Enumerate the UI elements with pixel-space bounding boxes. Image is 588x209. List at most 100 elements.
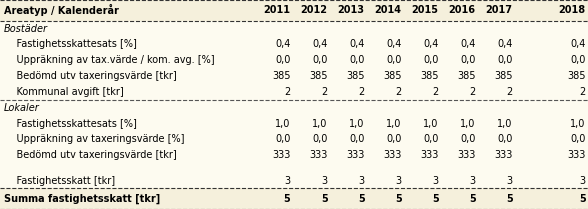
Text: 0,0: 0,0: [497, 55, 513, 65]
Text: 2: 2: [506, 87, 513, 97]
Text: 385: 385: [272, 71, 290, 81]
Text: 5: 5: [395, 194, 402, 204]
Text: Uppräkning av taxeringsvärde [%]: Uppräkning av taxeringsvärde [%]: [4, 134, 184, 144]
Bar: [0, 163, 588, 173]
Text: 0,0: 0,0: [460, 55, 476, 65]
Text: 385: 385: [309, 71, 328, 81]
Text: 5: 5: [579, 194, 586, 204]
Text: Bedömd utv taxeringsvärde [tkr]: Bedömd utv taxeringsvärde [tkr]: [4, 150, 176, 160]
Text: 1,0: 1,0: [570, 119, 586, 129]
Text: 385: 385: [420, 71, 439, 81]
Text: 0,0: 0,0: [497, 134, 513, 144]
Text: 2: 2: [358, 87, 365, 97]
Text: 0,0: 0,0: [275, 55, 290, 65]
Text: 5: 5: [321, 194, 328, 204]
Text: 3: 3: [580, 176, 586, 186]
Text: 0,4: 0,4: [423, 39, 439, 49]
Bar: [0, 68, 588, 84]
Text: 3: 3: [507, 176, 513, 186]
Text: 0,0: 0,0: [423, 55, 439, 65]
Bar: [0, 36, 588, 52]
Text: 0,0: 0,0: [570, 134, 586, 144]
Text: 333: 333: [495, 150, 513, 160]
Text: Bostäder: Bostäder: [4, 23, 48, 33]
Text: 385: 385: [457, 71, 476, 81]
Bar: [0, 0, 588, 20]
Text: 0,4: 0,4: [349, 39, 365, 49]
Text: 0,4: 0,4: [386, 39, 402, 49]
Text: 333: 333: [567, 150, 586, 160]
Text: 3: 3: [396, 176, 402, 186]
Text: 2: 2: [469, 87, 476, 97]
Text: 3: 3: [285, 176, 290, 186]
Text: 0,0: 0,0: [460, 134, 476, 144]
Bar: [0, 100, 588, 116]
Text: 0,0: 0,0: [312, 134, 328, 144]
Text: 333: 333: [309, 150, 328, 160]
Text: 0,0: 0,0: [349, 134, 365, 144]
Text: 2017: 2017: [486, 5, 513, 15]
Text: 2: 2: [321, 87, 328, 97]
Text: 3: 3: [470, 176, 476, 186]
Text: 385: 385: [346, 71, 365, 81]
Text: 3: 3: [433, 176, 439, 186]
Text: 1,0: 1,0: [386, 119, 402, 129]
Text: 1,0: 1,0: [423, 119, 439, 129]
Text: Fastighetsskattesats [%]: Fastighetsskattesats [%]: [4, 39, 136, 49]
Text: 2016: 2016: [449, 5, 476, 15]
Text: 0,0: 0,0: [275, 134, 290, 144]
Text: Fastighetsskatt [tkr]: Fastighetsskatt [tkr]: [4, 176, 115, 186]
Text: Uppräkning av tax.värde / kom. avg. [%]: Uppräkning av tax.värde / kom. avg. [%]: [4, 55, 214, 65]
Bar: [0, 84, 588, 100]
Text: 1,0: 1,0: [497, 119, 513, 129]
Text: Fastighetsskattesats [%]: Fastighetsskattesats [%]: [4, 119, 136, 129]
Text: 5: 5: [469, 194, 476, 204]
Bar: [0, 116, 588, 131]
Text: 2011: 2011: [263, 5, 290, 15]
Text: 1,0: 1,0: [275, 119, 290, 129]
Text: 5: 5: [358, 194, 365, 204]
Bar: [0, 20, 588, 36]
Text: 2015: 2015: [412, 5, 439, 15]
Text: 5: 5: [506, 194, 513, 204]
Text: 0,0: 0,0: [570, 55, 586, 65]
Text: 2: 2: [579, 87, 586, 97]
Text: 0,0: 0,0: [349, 55, 365, 65]
Text: 0,0: 0,0: [423, 134, 439, 144]
Text: 5: 5: [432, 194, 439, 204]
Text: 2: 2: [395, 87, 402, 97]
Text: Areatyp / Kalenderår: Areatyp / Kalenderår: [4, 4, 118, 16]
Text: 1,0: 1,0: [349, 119, 365, 129]
Text: 333: 333: [272, 150, 290, 160]
Text: 333: 333: [420, 150, 439, 160]
Text: 0,4: 0,4: [275, 39, 290, 49]
Text: Summa fastighetsskatt [tkr]: Summa fastighetsskatt [tkr]: [4, 194, 160, 204]
Text: 2012: 2012: [300, 5, 328, 15]
Bar: [0, 147, 588, 163]
Text: 2: 2: [284, 87, 290, 97]
Text: 0,0: 0,0: [312, 55, 328, 65]
Text: 0,0: 0,0: [386, 134, 402, 144]
Text: 2018: 2018: [559, 5, 586, 15]
Bar: [0, 189, 588, 209]
Text: 2013: 2013: [338, 5, 365, 15]
Text: 0,4: 0,4: [460, 39, 476, 49]
Text: 0,4: 0,4: [312, 39, 328, 49]
Text: 0,4: 0,4: [570, 39, 586, 49]
Text: 1,0: 1,0: [460, 119, 476, 129]
Text: 0,4: 0,4: [497, 39, 513, 49]
Text: 385: 385: [495, 71, 513, 81]
Text: 1,0: 1,0: [312, 119, 328, 129]
Text: 0,0: 0,0: [386, 55, 402, 65]
Text: 3: 3: [322, 176, 328, 186]
Text: 333: 333: [346, 150, 365, 160]
Text: 385: 385: [567, 71, 586, 81]
Text: 333: 333: [383, 150, 402, 160]
Text: 5: 5: [284, 194, 290, 204]
Bar: [0, 173, 588, 189]
Text: Kommunal avgift [tkr]: Kommunal avgift [tkr]: [4, 87, 123, 97]
Text: Bedömd utv taxeringsvärde [tkr]: Bedömd utv taxeringsvärde [tkr]: [4, 71, 176, 81]
Text: 385: 385: [383, 71, 402, 81]
Bar: [0, 52, 588, 68]
Text: 2014: 2014: [375, 5, 402, 15]
